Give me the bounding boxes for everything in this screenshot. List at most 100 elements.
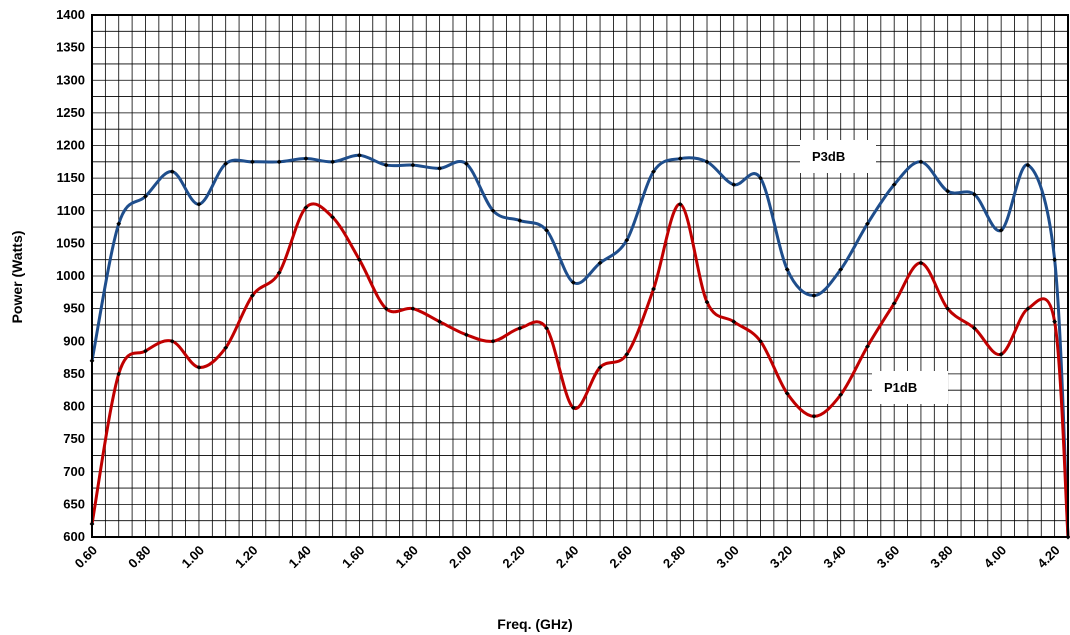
p1db-point [223,345,229,351]
p1db-point [437,319,443,325]
gridlines [91,14,1069,538]
p1db-point [276,270,282,276]
p3db-series-label: P3dB [812,149,845,164]
p3db-point [544,227,549,233]
series-markers [89,152,1070,540]
p3db-point [356,152,362,158]
x-tick-label: 1.60 [339,543,368,572]
y-axis-title: Power (Watts) [9,231,25,324]
p1db-point [463,332,469,338]
p3db-point [945,188,951,194]
p1db-point [651,286,656,292]
p3db-line [90,153,1070,538]
p1db-point [1025,306,1031,312]
p3db-point [169,169,175,174]
p3db-point [972,192,977,197]
p1db-point [490,338,496,344]
x-tick-label: 1.40 [286,543,315,572]
y-tick-label: 850 [63,366,85,381]
y-tick-labels: 600 650 700 750 800 850 900 950 1000 1050 1100 1150… [56,7,85,544]
p1db-point [597,364,603,370]
p3db-point [1025,162,1031,168]
p3db-point [116,221,122,227]
p1db-point [784,391,790,396]
x-tick-label: 2.80 [660,543,689,572]
p3db-point [463,161,469,167]
y-tick-label: 1300 [56,72,85,87]
p1db-point [731,319,737,325]
p3db-point [437,165,443,171]
p3db-point [490,208,496,214]
y-tick-label: 1000 [56,268,85,283]
p1db-point [517,325,523,331]
y-tick-label: 950 [63,301,85,316]
p3db-point [704,159,710,165]
series-lines [90,153,1070,538]
p3db-point [383,162,389,168]
p3db-point [570,280,576,285]
p1db-point [303,205,309,210]
p3db-point [276,159,282,165]
p1db-point [624,351,630,357]
x-tick-label: 0.60 [72,543,101,572]
p1db-point [544,325,549,331]
p3db-point [918,159,924,165]
y-tick-label: 1050 [56,235,85,250]
p3db-point [998,227,1004,233]
p1db-point [169,338,175,344]
y-tick-label: 1400 [56,7,85,22]
p3db-point [624,237,630,243]
x-tick-label: 4.20 [1034,543,1063,572]
p3db-point [838,267,844,272]
y-tick-label: 750 [63,431,85,446]
x-tick-label: 2.40 [553,543,582,572]
p1db-point [1052,319,1058,325]
p3db-point [731,182,737,188]
p3db-point [303,156,309,161]
p3db-point [891,182,897,188]
p3db-point [250,159,255,165]
x-tick-label: 3.40 [820,543,849,572]
plot-frame [91,14,1069,538]
p3db-label-box [800,140,876,173]
p1db-point [838,392,844,398]
x-tick-label: 1.20 [232,543,261,572]
p1db-point [143,348,148,354]
p1db-label-box [872,371,948,404]
p3db-point [330,159,336,165]
y-tick-label: 1350 [56,40,85,55]
p1db-point [704,299,710,305]
y-tick-label: 600 [63,529,85,544]
p1db-point [758,338,763,344]
x-tick-label: 2.20 [499,543,528,572]
x-tick-label: 0.80 [125,543,154,572]
p1db-point [116,371,122,377]
p1db-point [811,413,817,419]
y-tick-label: 1150 [57,170,85,185]
y-tick-label: 1100 [57,203,85,218]
p3db-point [143,193,148,199]
p1db-point [570,405,576,411]
y-tick-label: 650 [63,496,85,511]
x-tick-label: 2.60 [606,543,635,572]
p1db-point [865,344,870,349]
x-tick-label: 1.80 [392,543,421,572]
p1db-point [677,201,683,207]
p3db-point [811,293,817,298]
p1db-line [90,202,1070,538]
p3db-point [784,267,790,272]
x-tick-label: 3.60 [874,543,903,572]
p3db-point [517,218,523,223]
y-tick-label: 900 [63,333,85,348]
x-tick-labels: 0.60 0.80 1.00 1.20 1.40 1.60 1.80 2.00 2.20 2.40… [72,543,1063,572]
p1db-point [330,214,336,220]
x-tick-label: 4.00 [981,543,1010,572]
p1db-point [998,351,1004,357]
y-tick-label: 1200 [56,138,85,153]
p1db-series-label: P1dB [884,380,917,395]
series-annotations: P3dB P1dB [800,140,948,404]
p3db-point [677,156,683,161]
p3db-point [1052,257,1058,263]
p1db-point [972,325,977,331]
